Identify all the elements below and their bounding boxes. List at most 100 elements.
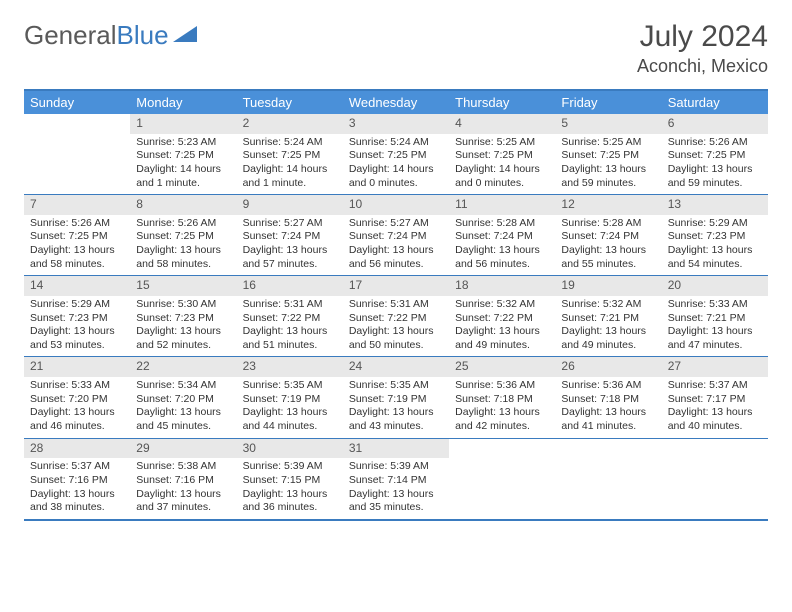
day-line: Sunrise: 5:26 AM	[668, 136, 762, 150]
day-cell: 7Sunrise: 5:26 AMSunset: 7:25 PMDaylight…	[24, 195, 130, 275]
day-line: Daylight: 14 hours	[243, 163, 337, 177]
day-cell	[24, 114, 130, 194]
logo: GeneralBlue	[24, 20, 201, 51]
day-line: and 36 minutes.	[243, 501, 337, 515]
day-line: Sunset: 7:24 PM	[561, 230, 655, 244]
day-line: Sunset: 7:25 PM	[136, 230, 230, 244]
day-body: Sunrise: 5:37 AMSunset: 7:17 PMDaylight:…	[662, 377, 768, 438]
day-line: and 58 minutes.	[30, 258, 124, 272]
day-line: Sunset: 7:16 PM	[30, 474, 124, 488]
day-line: Daylight: 13 hours	[243, 244, 337, 258]
day-line: Sunset: 7:16 PM	[136, 474, 230, 488]
logo-text-2: Blue	[117, 20, 169, 51]
day-number: 20	[662, 276, 768, 296]
day-line: Daylight: 13 hours	[136, 244, 230, 258]
day-cell: 26Sunrise: 5:36 AMSunset: 7:18 PMDayligh…	[555, 357, 661, 437]
day-line: Sunset: 7:18 PM	[455, 393, 549, 407]
day-line: Sunrise: 5:33 AM	[30, 379, 124, 393]
day-line: Sunrise: 5:36 AM	[455, 379, 549, 393]
day-line: Daylight: 13 hours	[30, 325, 124, 339]
day-line: and 56 minutes.	[455, 258, 549, 272]
day-line: Daylight: 13 hours	[455, 325, 549, 339]
day-line: Daylight: 13 hours	[561, 406, 655, 420]
day-number: 14	[24, 276, 130, 296]
week-row: 14Sunrise: 5:29 AMSunset: 7:23 PMDayligh…	[24, 275, 768, 356]
day-body: Sunrise: 5:24 AMSunset: 7:25 PMDaylight:…	[343, 134, 449, 195]
day-cell: 19Sunrise: 5:32 AMSunset: 7:21 PMDayligh…	[555, 276, 661, 356]
day-number: 8	[130, 195, 236, 215]
day-number: 5	[555, 114, 661, 134]
day-line: Daylight: 13 hours	[668, 244, 762, 258]
day-cell: 24Sunrise: 5:35 AMSunset: 7:19 PMDayligh…	[343, 357, 449, 437]
day-cell: 13Sunrise: 5:29 AMSunset: 7:23 PMDayligh…	[662, 195, 768, 275]
day-line: Daylight: 14 hours	[455, 163, 549, 177]
day-number: 23	[237, 357, 343, 377]
day-line: Sunrise: 5:28 AM	[455, 217, 549, 231]
day-line: Sunrise: 5:27 AM	[349, 217, 443, 231]
day-line: Sunrise: 5:25 AM	[455, 136, 549, 150]
day-line: Sunset: 7:25 PM	[455, 149, 549, 163]
day-line: and 59 minutes.	[561, 177, 655, 191]
day-line: and 49 minutes.	[455, 339, 549, 353]
day-line: and 37 minutes.	[136, 501, 230, 515]
day-cell: 27Sunrise: 5:37 AMSunset: 7:17 PMDayligh…	[662, 357, 768, 437]
location: Aconchi, Mexico	[637, 56, 768, 77]
day-line: Sunset: 7:25 PM	[561, 149, 655, 163]
day-header: Thursday	[449, 91, 555, 114]
day-line: Sunrise: 5:30 AM	[136, 298, 230, 312]
day-body: Sunrise: 5:33 AMSunset: 7:20 PMDaylight:…	[24, 377, 130, 438]
day-line: Sunset: 7:25 PM	[349, 149, 443, 163]
day-line: Sunset: 7:23 PM	[668, 230, 762, 244]
day-cell: 3Sunrise: 5:24 AMSunset: 7:25 PMDaylight…	[343, 114, 449, 194]
day-line: Daylight: 13 hours	[455, 406, 549, 420]
day-body: Sunrise: 5:29 AMSunset: 7:23 PMDaylight:…	[662, 215, 768, 276]
day-line: Sunrise: 5:35 AM	[349, 379, 443, 393]
day-body: Sunrise: 5:26 AMSunset: 7:25 PMDaylight:…	[130, 215, 236, 276]
day-header-row: Sunday Monday Tuesday Wednesday Thursday…	[24, 91, 768, 114]
day-line: Sunrise: 5:34 AM	[136, 379, 230, 393]
day-cell: 31Sunrise: 5:39 AMSunset: 7:14 PMDayligh…	[343, 439, 449, 519]
day-number: 19	[555, 276, 661, 296]
day-line: Daylight: 13 hours	[136, 406, 230, 420]
day-cell: 18Sunrise: 5:32 AMSunset: 7:22 PMDayligh…	[449, 276, 555, 356]
day-cell: 12Sunrise: 5:28 AMSunset: 7:24 PMDayligh…	[555, 195, 661, 275]
week-row: 1Sunrise: 5:23 AMSunset: 7:25 PMDaylight…	[24, 114, 768, 194]
day-line: and 40 minutes.	[668, 420, 762, 434]
day-line: Sunrise: 5:39 AM	[349, 460, 443, 474]
day-number: 27	[662, 357, 768, 377]
day-line: and 0 minutes.	[349, 177, 443, 191]
day-body: Sunrise: 5:26 AMSunset: 7:25 PMDaylight:…	[662, 134, 768, 195]
day-line: Daylight: 13 hours	[243, 406, 337, 420]
day-line: Sunrise: 5:24 AM	[349, 136, 443, 150]
day-number: 10	[343, 195, 449, 215]
day-cell: 15Sunrise: 5:30 AMSunset: 7:23 PMDayligh…	[130, 276, 236, 356]
weeks-container: 1Sunrise: 5:23 AMSunset: 7:25 PMDaylight…	[24, 114, 768, 519]
day-line: Daylight: 13 hours	[30, 244, 124, 258]
day-line: Sunrise: 5:25 AM	[561, 136, 655, 150]
day-cell: 8Sunrise: 5:26 AMSunset: 7:25 PMDaylight…	[130, 195, 236, 275]
day-cell: 23Sunrise: 5:35 AMSunset: 7:19 PMDayligh…	[237, 357, 343, 437]
day-cell: 11Sunrise: 5:28 AMSunset: 7:24 PMDayligh…	[449, 195, 555, 275]
day-line: and 55 minutes.	[561, 258, 655, 272]
day-line: Sunset: 7:23 PM	[30, 312, 124, 326]
day-line: Sunset: 7:25 PM	[136, 149, 230, 163]
day-line: Daylight: 13 hours	[30, 406, 124, 420]
day-line: Daylight: 13 hours	[136, 325, 230, 339]
day-number: 26	[555, 357, 661, 377]
day-body: Sunrise: 5:35 AMSunset: 7:19 PMDaylight:…	[343, 377, 449, 438]
day-body: Sunrise: 5:34 AMSunset: 7:20 PMDaylight:…	[130, 377, 236, 438]
day-number: 24	[343, 357, 449, 377]
logo-text-1: General	[24, 20, 117, 51]
day-number: 6	[662, 114, 768, 134]
day-cell	[555, 439, 661, 519]
day-body: Sunrise: 5:38 AMSunset: 7:16 PMDaylight:…	[130, 458, 236, 519]
day-header: Wednesday	[343, 91, 449, 114]
day-cell: 4Sunrise: 5:25 AMSunset: 7:25 PMDaylight…	[449, 114, 555, 194]
header: GeneralBlue July 2024 Aconchi, Mexico	[24, 20, 768, 77]
day-line: and 35 minutes.	[349, 501, 443, 515]
day-number: 18	[449, 276, 555, 296]
day-line: Daylight: 13 hours	[349, 406, 443, 420]
day-number: 7	[24, 195, 130, 215]
day-line: Sunrise: 5:26 AM	[30, 217, 124, 231]
day-line: Daylight: 13 hours	[561, 163, 655, 177]
